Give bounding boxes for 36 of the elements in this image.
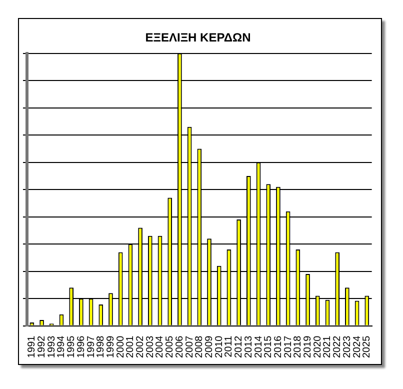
x-tick-label: 2023 bbox=[342, 335, 353, 358]
x-tick-label: 2021 bbox=[322, 335, 334, 358]
x-tick-label: 2016 bbox=[272, 335, 284, 358]
x-tick-label: 2010 bbox=[214, 335, 225, 358]
x-tick-label: 2012 bbox=[234, 335, 245, 358]
x-tick-label: 2005 bbox=[164, 335, 176, 358]
x-tick-label: 2008 bbox=[194, 335, 206, 358]
x-tick-label: 2024 bbox=[352, 335, 363, 358]
x-tick-label: 2013 bbox=[243, 335, 254, 358]
x-tick-label: 1996 bbox=[76, 335, 87, 358]
x-tick-label: 1992 bbox=[36, 335, 48, 358]
x-tick-label: 1995 bbox=[66, 335, 78, 358]
x-tick-label: 2018 bbox=[292, 335, 304, 358]
x-tick-label: 1994 bbox=[56, 335, 68, 358]
x-tick-label: 1997 bbox=[86, 335, 97, 358]
chart-title: ΕΞΕΛΙΞΗ ΚΕΡΔΩΝ bbox=[145, 30, 251, 45]
x-tick-label: 2020 bbox=[312, 335, 324, 358]
x-tick-label: 1998 bbox=[96, 335, 107, 358]
x-tick-label: 2015 bbox=[263, 335, 274, 358]
x-tick-label: 2003 bbox=[144, 335, 156, 358]
x-tick-label: 2011 bbox=[224, 335, 235, 358]
x-tick-label: 2009 bbox=[204, 335, 216, 358]
x-tick-label: 2006 bbox=[174, 335, 186, 358]
x-tick-label: 2025 bbox=[362, 335, 373, 358]
x-tick-label: 1999 bbox=[105, 335, 116, 358]
x-tick-label: 2000 bbox=[115, 335, 126, 358]
x-tick-label: 2019 bbox=[302, 335, 314, 358]
x-tick-label: 2014 bbox=[253, 335, 264, 358]
x-tick-label: 1993 bbox=[46, 335, 58, 358]
x-tick-label: 2001 bbox=[125, 335, 136, 358]
x-tick-label: 2004 bbox=[154, 335, 166, 358]
x-tick-label: 2017 bbox=[282, 335, 294, 358]
x-tick-label: 1991 bbox=[26, 335, 38, 358]
x-tick-label: 2022 bbox=[332, 335, 344, 358]
x-tick-label: 2002 bbox=[135, 335, 146, 358]
x-tick-label: 2007 bbox=[184, 335, 196, 358]
